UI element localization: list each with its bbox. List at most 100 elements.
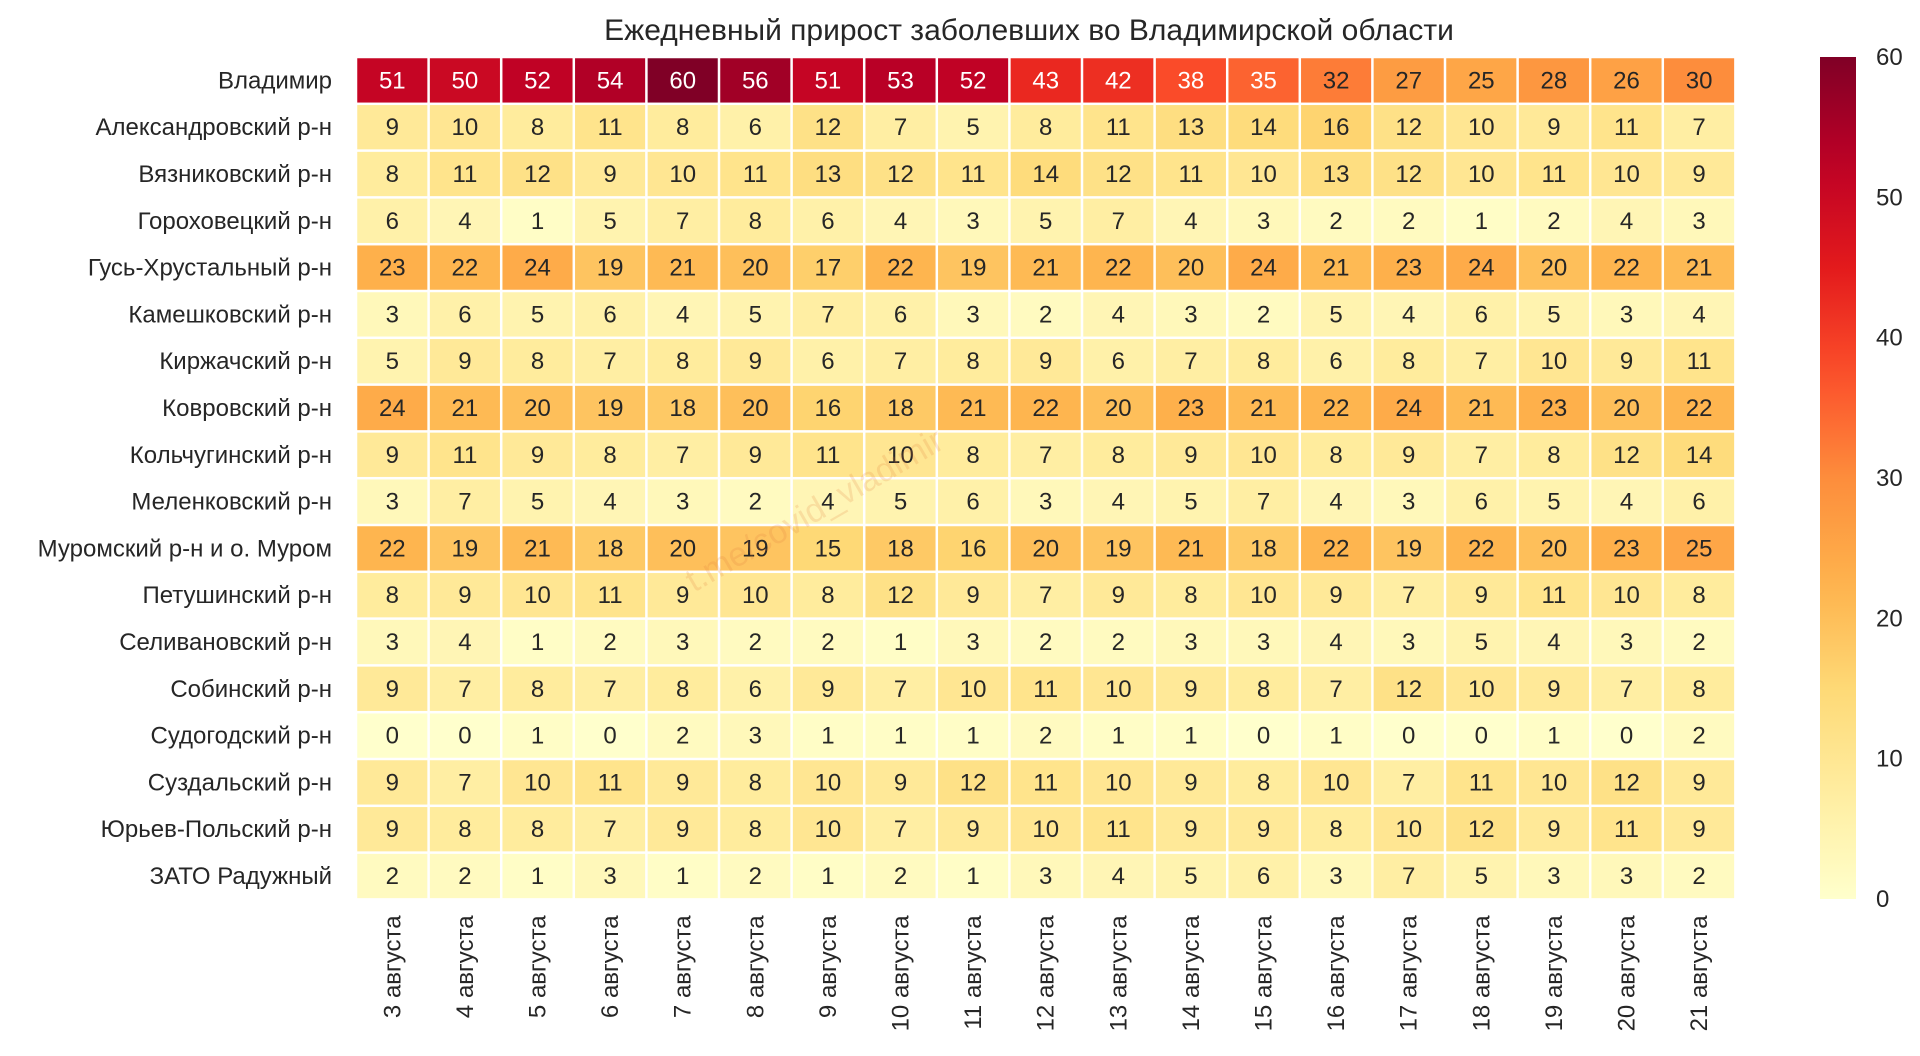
cell-value-label: 6 xyxy=(1112,348,1125,375)
heatmap-cell xyxy=(865,526,936,571)
cell-value-label: 12 xyxy=(1613,769,1640,796)
cell-value-label: 2 xyxy=(676,723,689,750)
heatmap-cell xyxy=(1373,807,1444,852)
cell-value-label: 1 xyxy=(531,863,544,890)
heatmap-cell xyxy=(1155,105,1226,150)
heatmap-cell xyxy=(1591,853,1662,899)
cell-value-label: 3 xyxy=(1184,629,1197,656)
heatmap-cell xyxy=(429,198,500,243)
heatmap-cell xyxy=(429,573,500,618)
cell-value-label: 24 xyxy=(1468,255,1495,282)
cell-value-label: 8 xyxy=(1257,348,1270,375)
row-label: Владимир xyxy=(218,67,332,94)
cell-value-label: 7 xyxy=(1620,676,1633,703)
heatmap-cell xyxy=(357,807,428,852)
heatmap-cell xyxy=(1083,573,1154,618)
heatmap-cell xyxy=(720,666,791,711)
cell-value-label: 7 xyxy=(1039,442,1052,469)
heatmap-cell xyxy=(938,245,1009,290)
heatmap-cell xyxy=(1373,198,1444,243)
heatmap-cell xyxy=(647,245,718,290)
heatmap-cell xyxy=(575,245,646,290)
heatmap-cell xyxy=(1373,713,1444,758)
cell-value-label: 4 xyxy=(458,629,471,656)
heatmap-cell xyxy=(647,760,718,805)
cell-value-label: 4 xyxy=(1329,489,1342,516)
cell-value-label: 1 xyxy=(531,208,544,235)
heatmap-cell xyxy=(865,619,936,665)
heatmap-cell xyxy=(357,479,428,524)
cell-value-label: 25 xyxy=(1468,67,1495,94)
cell-value-label: 7 xyxy=(1402,863,1415,890)
row-label: Собинский р-н xyxy=(170,676,332,703)
heatmap-cell xyxy=(1373,245,1444,290)
cell-value-label: 5 xyxy=(1475,863,1488,890)
heatmap-cell xyxy=(720,573,791,618)
heatmap-cell xyxy=(865,292,936,337)
cell-value-label: 38 xyxy=(1178,67,1205,94)
cell-value-label: 20 xyxy=(742,255,769,282)
cell-value-label: 12 xyxy=(815,114,842,141)
heatmap-cell xyxy=(502,666,573,711)
cell-value-label: 8 xyxy=(386,582,399,609)
heatmap-cell xyxy=(792,151,863,197)
cell-value-label: 8 xyxy=(1257,769,1270,796)
cell-value-label: 4 xyxy=(1112,301,1125,328)
cell-value-label: 13 xyxy=(815,161,842,188)
cell-value-label: 2 xyxy=(386,863,399,890)
heatmap-cell xyxy=(1228,573,1299,618)
heatmap-cell xyxy=(1083,479,1154,524)
cell-value-label: 3 xyxy=(676,489,689,516)
heatmap-cell xyxy=(1664,479,1735,524)
cell-value-label: 19 xyxy=(1105,535,1132,562)
cell-value-label: 4 xyxy=(1620,208,1633,235)
heatmap-cell xyxy=(1301,339,1372,384)
cell-value-label: 5 xyxy=(1547,489,1560,516)
column-label: 3 августа xyxy=(379,915,406,1018)
cell-value-label: 3 xyxy=(1184,301,1197,328)
heatmap-cell xyxy=(1301,526,1372,571)
cell-value-label: 8 xyxy=(1692,676,1705,703)
heatmap-cell xyxy=(938,573,1009,618)
cell-value-label: 10 xyxy=(1250,582,1277,609)
cell-value-label: 11 xyxy=(1033,769,1058,796)
cell-value-label: 9 xyxy=(531,442,544,469)
heatmap-cell xyxy=(502,526,573,571)
heatmap-cell xyxy=(429,339,500,384)
cell-value-label: 21 xyxy=(669,255,696,282)
cell-value-label: 1 xyxy=(821,723,834,750)
heatmap-cell xyxy=(938,666,1009,711)
heatmap-cell xyxy=(1010,853,1081,899)
heatmap-cell xyxy=(1664,245,1735,290)
cell-value-label: 4 xyxy=(1547,629,1560,656)
heatmap-cell xyxy=(502,198,573,243)
heatmap-cell xyxy=(1155,198,1226,243)
cell-value-label: 2 xyxy=(1692,863,1705,890)
cell-value-label: 20 xyxy=(742,395,769,422)
heatmap-cell xyxy=(502,385,573,431)
heatmap-cell xyxy=(1228,432,1299,477)
column-label: 13 августа xyxy=(1105,915,1132,1032)
cell-value-label: 8 xyxy=(676,676,689,703)
heatmap-cell xyxy=(1446,151,1517,197)
cell-value-label: 20 xyxy=(524,395,551,422)
heatmap-cell xyxy=(792,619,863,665)
heatmap-cell xyxy=(938,432,1009,477)
cell-value-label: 2 xyxy=(1112,629,1125,656)
cell-value-label: 0 xyxy=(1257,723,1270,750)
heatmap-cell xyxy=(575,479,646,524)
cell-value-label: 2 xyxy=(1039,723,1052,750)
cell-value-label: 21 xyxy=(1250,395,1277,422)
cell-value-label: 22 xyxy=(379,535,406,562)
cell-value-label: 20 xyxy=(1541,535,1568,562)
heatmap-cell xyxy=(575,666,646,711)
heatmap-cell xyxy=(575,339,646,384)
cell-value-label: 5 xyxy=(1184,489,1197,516)
heatmap-cell xyxy=(1373,339,1444,384)
heatmap-cell xyxy=(1373,853,1444,899)
cell-value-label: 7 xyxy=(458,489,471,516)
heatmap-cell xyxy=(1373,526,1444,571)
heatmap-cell xyxy=(1664,713,1735,758)
heatmap-cell xyxy=(865,198,936,243)
heatmap-cell xyxy=(1228,666,1299,711)
